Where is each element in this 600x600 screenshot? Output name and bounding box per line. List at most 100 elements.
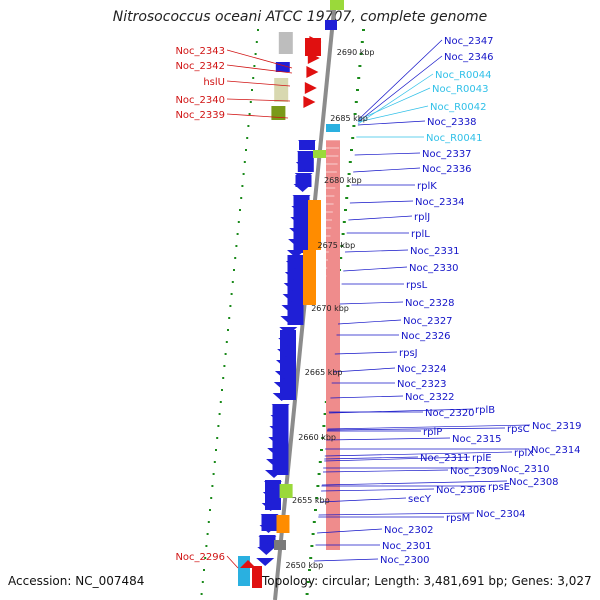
right-gene-label: rpsC	[507, 424, 530, 435]
map-title: Nitrosococcus oceani ATCC 19707, complet…	[112, 9, 488, 25]
reverse-gene-arrow	[283, 283, 302, 291]
right-gene-label: Noc_2322	[405, 392, 455, 403]
right-gene-label: Noc_2346	[444, 52, 494, 63]
right-leader-line	[357, 105, 429, 123]
right-gene-label: Noc_2327	[403, 316, 453, 327]
gene-block	[275, 62, 290, 72]
kbp-tick-label: 2650 kbp	[286, 561, 324, 570]
right-leader-line	[321, 488, 435, 492]
right-leader-line	[330, 395, 404, 399]
right-gene-label: Noc_2300	[380, 555, 430, 566]
right-leader-line	[322, 469, 449, 473]
reverse-gene-arrow	[268, 437, 287, 445]
right-leader-line	[324, 456, 419, 460]
right-gene-label: Noc_2323	[397, 379, 447, 390]
reverse-gene-arrow	[260, 514, 279, 522]
right-gene-label: Noc_2319	[532, 421, 582, 432]
reverse-gene-arrow	[256, 558, 275, 566]
right-leader-line	[357, 39, 443, 121]
right-leader-line	[317, 528, 383, 534]
reverse-gene-arrow	[292, 195, 311, 203]
right-leader-line	[324, 456, 471, 462]
kbp-tick-label: 2675 kbp	[318, 241, 356, 250]
reverse-gene-arrow	[290, 217, 309, 225]
reverse-gene-arrow	[265, 470, 283, 478]
left-leader-line	[226, 80, 291, 87]
right-leader-line	[353, 167, 421, 173]
reverse-gene-arrow	[278, 338, 297, 346]
right-leader-line	[326, 437, 451, 441]
left-leader-line	[226, 64, 293, 74]
kbp-tick-label: 2660 kbp	[298, 433, 336, 442]
right-gene-label: rpsM	[446, 513, 470, 524]
reverse-gene-arrow	[270, 415, 289, 423]
right-gene-label: Noc_2308	[509, 477, 559, 488]
right-gene-label: Noc_2309	[450, 466, 500, 477]
gene-block	[271, 106, 286, 120]
reverse-gene-arrow	[257, 547, 276, 555]
right-gene-label: rplK	[417, 181, 437, 192]
reverse-gene-arrow	[262, 492, 281, 500]
kbp-tick-label: 2690 kbp	[337, 48, 375, 57]
right-gene-label: Noc_2315	[452, 434, 502, 445]
reverse-gene-arrow	[287, 250, 305, 258]
kbp-tick-label: 2680 kbp	[324, 176, 362, 185]
reverse-gene-arrow	[298, 140, 316, 148]
topology-text: Topology: circular; Length: 3,481,691 bp…	[262, 574, 592, 588]
right-gene-label: rplL	[411, 229, 430, 240]
forward-gene-arrow	[303, 96, 316, 108]
right-gene-label: Noc_R0041	[426, 133, 483, 144]
reverse-gene-arrow	[261, 503, 280, 511]
right-gene-label: rplJ	[414, 212, 430, 223]
right-leader-line	[344, 249, 409, 253]
left-gene-label: hslU	[203, 77, 225, 88]
right-gene-label: Noc_2310	[500, 464, 550, 475]
right-gene-label: Noc_2326	[401, 331, 451, 342]
right-leader-line	[357, 87, 431, 121]
right-gene-label: rplP	[423, 427, 442, 438]
reverse-gene-arrow	[274, 371, 293, 379]
right-gene-label: Noc_2331	[410, 246, 460, 257]
right-gene-label: rpsJ	[399, 348, 418, 359]
right-leader-line	[354, 152, 421, 156]
reverse-gene-arrow	[281, 305, 300, 313]
reverse-gene-arrow	[279, 327, 298, 335]
right-gene-label: Noc_R0042	[430, 102, 487, 113]
forward-gene-arrow	[240, 560, 256, 568]
left-leader-line	[226, 98, 291, 102]
right-leader-line	[321, 480, 508, 486]
gene-block	[305, 38, 321, 56]
left-leader-line	[226, 555, 239, 569]
right-leader-line	[327, 427, 506, 431]
reverse-gene-arrow	[273, 382, 292, 390]
right-gene-label: Noc_R0044	[435, 70, 492, 81]
kbp-tick-label: 2685 kbp	[330, 114, 368, 123]
left-gene-label: Noc_2340	[175, 95, 225, 106]
reverse-gene-arrow	[280, 316, 299, 324]
right-gene-label: Noc_2324	[397, 364, 447, 375]
right-gene-label: Noc_2328	[405, 298, 455, 309]
left-gene-label: Noc_2339	[175, 110, 225, 121]
reverse-gene-arrow	[259, 525, 278, 533]
right-gene-label: Noc_2334	[415, 197, 465, 208]
right-gene-label: Noc_2314	[531, 445, 581, 456]
reverse-gene-arrow	[277, 349, 296, 357]
reverse-gene-arrow	[288, 239, 307, 247]
right-gene-label: rpsL	[406, 280, 428, 291]
reverse-gene-arrow	[291, 206, 310, 214]
right-leader-line	[314, 558, 379, 562]
left-gene-label: Noc_2343	[175, 46, 225, 57]
reverse-gene-arrow	[272, 393, 291, 401]
forward-gene-arrow	[306, 66, 319, 78]
green-gene-block	[313, 150, 326, 158]
right-gene-label: Noc_2320	[425, 408, 475, 419]
right-gene-label: rpsE	[488, 482, 510, 493]
right-leader-line	[357, 55, 443, 123]
reverse-gene-arrow	[267, 448, 286, 456]
right-leader-line	[343, 266, 408, 272]
right-leader-line	[320, 497, 407, 503]
right-gene-label: Noc_2311	[420, 453, 470, 464]
gene-block	[252, 566, 262, 588]
kbp-tick-label: 2670 kbp	[311, 304, 349, 313]
